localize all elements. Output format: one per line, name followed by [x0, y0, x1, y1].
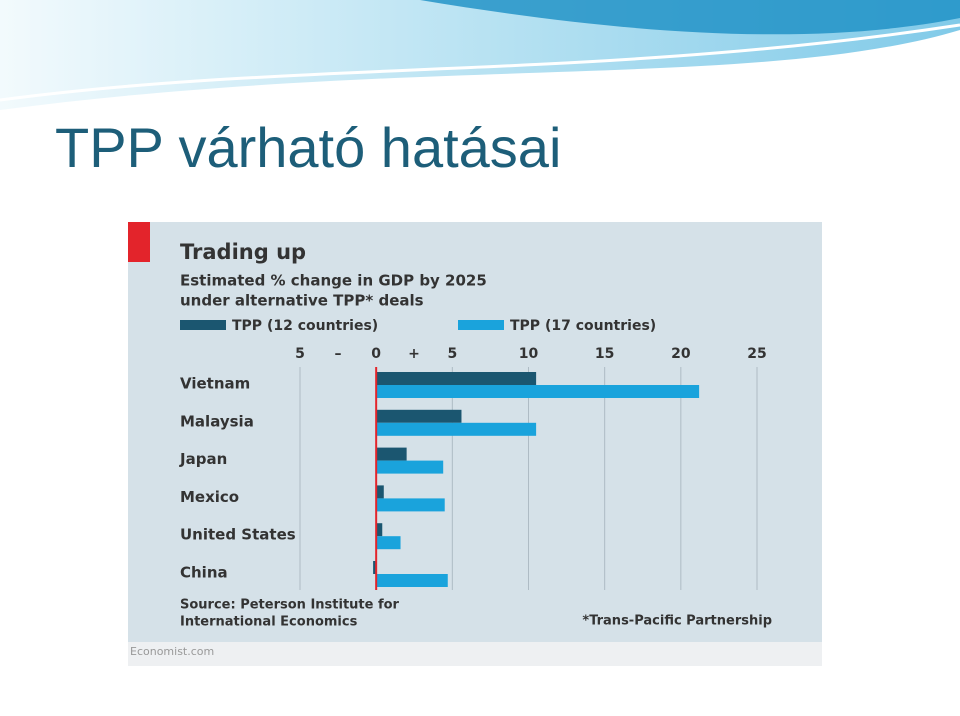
header-line [0, 23, 960, 102]
sign-label: + [408, 346, 420, 362]
x-tick-label: 25 [747, 346, 766, 362]
chart-subtitle: under alternative TPP* deals [180, 292, 424, 310]
x-tick-label: 5 [295, 346, 305, 362]
chart-subtitle: Estimated % change in GDP by 2025 [180, 272, 487, 290]
legend-label: TPP (17 countries) [510, 318, 656, 334]
category-label: Vietnam [180, 375, 250, 393]
bar [376, 536, 401, 550]
footnote: *Trans-Pacific Partnership [582, 614, 772, 629]
chart-title: Trading up [180, 240, 306, 264]
x-tick-label: 15 [595, 346, 614, 362]
credit-panel [128, 642, 822, 666]
sign-label: – [335, 346, 342, 362]
red-tag [128, 222, 150, 262]
credit: Economist.com [130, 645, 214, 658]
legend-swatch [180, 320, 226, 330]
legend-swatch [458, 320, 504, 330]
source: Source: Peterson Institute for [180, 598, 400, 613]
bar [376, 422, 537, 436]
category-label: Japan [179, 450, 227, 468]
category-label: Mexico [180, 488, 239, 506]
source: International Economics [180, 615, 358, 630]
category-label: China [180, 564, 228, 582]
chart: Trading up Estimated % change in GDP by 2… [130, 240, 772, 658]
category-label: Malaysia [180, 412, 254, 430]
x-tick-label: 10 [519, 346, 539, 362]
x-tick-label: 0 [371, 346, 381, 362]
bar [376, 523, 383, 537]
bar [376, 447, 407, 461]
bar [376, 460, 444, 474]
category-label: United States [180, 526, 296, 544]
bar [376, 409, 462, 423]
x-tick-label: 5 [447, 346, 457, 362]
bar [376, 372, 537, 385]
legend-label: TPP (12 countries) [232, 318, 378, 334]
header-wave [420, 0, 960, 35]
bar [376, 498, 445, 512]
bar [376, 385, 700, 398]
bar [376, 574, 448, 587]
x-tick-label: 20 [671, 346, 691, 362]
slide-title: TPP várható hatásai [55, 116, 561, 179]
bar [373, 561, 377, 574]
bar [376, 485, 384, 499]
